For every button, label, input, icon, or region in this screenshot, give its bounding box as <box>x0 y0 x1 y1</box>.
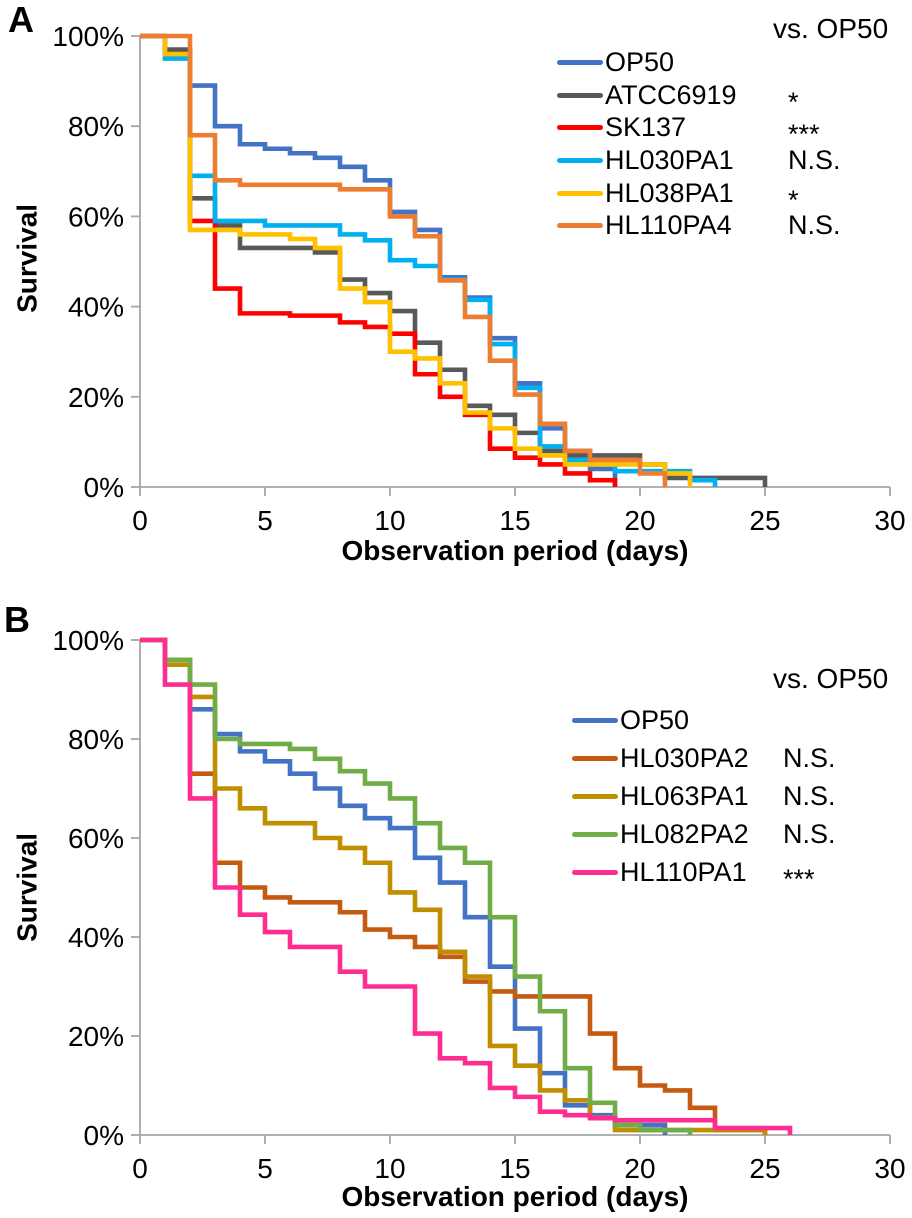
survival-curve-hl082pa2 <box>140 637 693 1135</box>
y-tick-label: 0% <box>84 472 124 503</box>
survival-curve-op50 <box>140 33 618 487</box>
x-tick-label: 25 <box>749 505 780 536</box>
panel-b-xlabel: Observation period (days) <box>341 1181 689 1212</box>
survival-curve-hl038pa1 <box>140 33 693 487</box>
legend-item: HL063PA1 N.S. <box>572 777 912 815</box>
panel-b-ylabel: Survival <box>11 832 43 942</box>
panel-b-legend-header: vs. OP50 <box>773 663 889 694</box>
significance-label: * <box>788 86 799 117</box>
x-tick-label: 30 <box>874 1153 905 1184</box>
legend-label: HL063PA1 <box>620 780 749 811</box>
panel-a-plot: 100% 80% 60% 40% 20% 0% 0 5 10 15 20 25 30 <box>52 21 905 536</box>
y-tick-label: 20% <box>68 1021 124 1052</box>
x-tick-label: 10 <box>374 1153 405 1184</box>
legend-label: HL110PA4 <box>605 210 732 241</box>
x-tick-label: 15 <box>499 1153 530 1184</box>
survival-curve-sk137 <box>140 33 618 487</box>
legend-line-swatch <box>557 59 603 65</box>
legend-label: OP50 <box>620 704 690 735</box>
legend-label: SK137 <box>605 112 687 143</box>
legend-line-swatch <box>572 717 618 723</box>
legend-item: HL030PA2 N.S. <box>572 739 912 777</box>
legend-line-swatch <box>557 223 603 229</box>
x-tick-label: 20 <box>624 1153 655 1184</box>
survival-curve-op50 <box>140 637 668 1135</box>
significance-label: *** <box>783 863 815 894</box>
y-tick-label: 100% <box>52 21 124 52</box>
significance-label: N.S. <box>788 210 841 241</box>
significance-label: N.S. <box>783 818 836 849</box>
x-tick-label: 0 <box>132 505 148 536</box>
legend-line-swatch <box>557 125 603 131</box>
legend-item: HL038PA1 * <box>557 177 907 213</box>
panel-a-legend-header: vs. OP50 <box>773 13 889 44</box>
x-tick-label: 5 <box>257 1153 273 1184</box>
legend-line-swatch <box>572 869 618 875</box>
legend-line-swatch <box>557 190 603 196</box>
x-tick-label: 10 <box>374 505 405 536</box>
x-tick-label: 0 <box>132 1153 148 1184</box>
y-tick-label: 60% <box>68 201 124 232</box>
significance-label: N.S. <box>783 742 836 773</box>
panel-a-legend: OP50 ATCC6919 * SK137 *** HL030PA1 N.S. HL038PA… <box>557 46 912 242</box>
panel-b-plot: 100% 80% 60% 40% 20% 0% 0 5 10 15 20 25 30 <box>52 625 905 1184</box>
legend-label: HL030PA2 <box>620 742 749 773</box>
y-tick-label: 100% <box>52 625 124 656</box>
y-tick-label: 0% <box>84 1120 124 1151</box>
x-tick-label: 15 <box>499 505 530 536</box>
x-tick-label: 30 <box>874 505 905 536</box>
legend-line-swatch <box>557 157 603 163</box>
significance-label: * <box>788 184 799 215</box>
legend-label: HL038PA1 <box>605 177 734 208</box>
significance-label: N.S. <box>788 144 841 175</box>
legend-item: HL110PA1 *** <box>572 853 912 894</box>
x-tick-label: 5 <box>257 505 273 536</box>
legend-item: OP50 <box>572 701 912 739</box>
x-tick-label: 20 <box>624 505 655 536</box>
legend-item: ATCC6919 * <box>557 79 907 115</box>
survival-curve-hl110pa1 <box>140 637 793 1135</box>
legend-item: HL110PA4 N.S. <box>557 209 907 242</box>
panel-a-xlabel: Observation period (days) <box>341 535 689 566</box>
panel-b-legend: OP50 HL030PA2 N.S. HL063PA1 N.S. HL082PA2 N.S.… <box>572 701 912 894</box>
y-tick-label: 80% <box>68 724 124 755</box>
legend-label: HL110PA1 <box>620 856 747 887</box>
x-tick-label: 25 <box>749 1153 780 1184</box>
legend-line-swatch <box>557 92 603 98</box>
legend-label: ATCC6919 <box>605 79 737 110</box>
y-tick-label: 60% <box>68 823 124 854</box>
legend-label: HL082PA2 <box>620 818 749 849</box>
legend-line-swatch <box>572 793 618 799</box>
survival-curve-hl063pa1 <box>140 637 768 1135</box>
panel-b-label: B <box>4 599 30 640</box>
panel-a-ylabel: Survival <box>11 203 43 313</box>
legend-item: OP50 <box>557 46 907 79</box>
y-tick-label: 40% <box>68 922 124 953</box>
significance-label: *** <box>788 119 820 150</box>
panel-a-label: A <box>8 0 34 40</box>
y-tick-label: 20% <box>68 382 124 413</box>
legend-line-swatch <box>572 831 618 837</box>
legend-label: HL030PA1 <box>605 144 734 175</box>
legend-item: HL082PA2 N.S. <box>572 815 912 853</box>
legend-line-swatch <box>572 755 618 761</box>
y-tick-label: 80% <box>68 111 124 142</box>
significance-label: N.S. <box>783 780 836 811</box>
survival-curve-hl110pa4 <box>140 33 668 487</box>
legend-item: SK137 *** <box>557 111 907 148</box>
legend-item: HL030PA1 N.S. <box>557 144 907 177</box>
y-tick-label: 40% <box>68 292 124 323</box>
legend-label: OP50 <box>605 46 675 77</box>
